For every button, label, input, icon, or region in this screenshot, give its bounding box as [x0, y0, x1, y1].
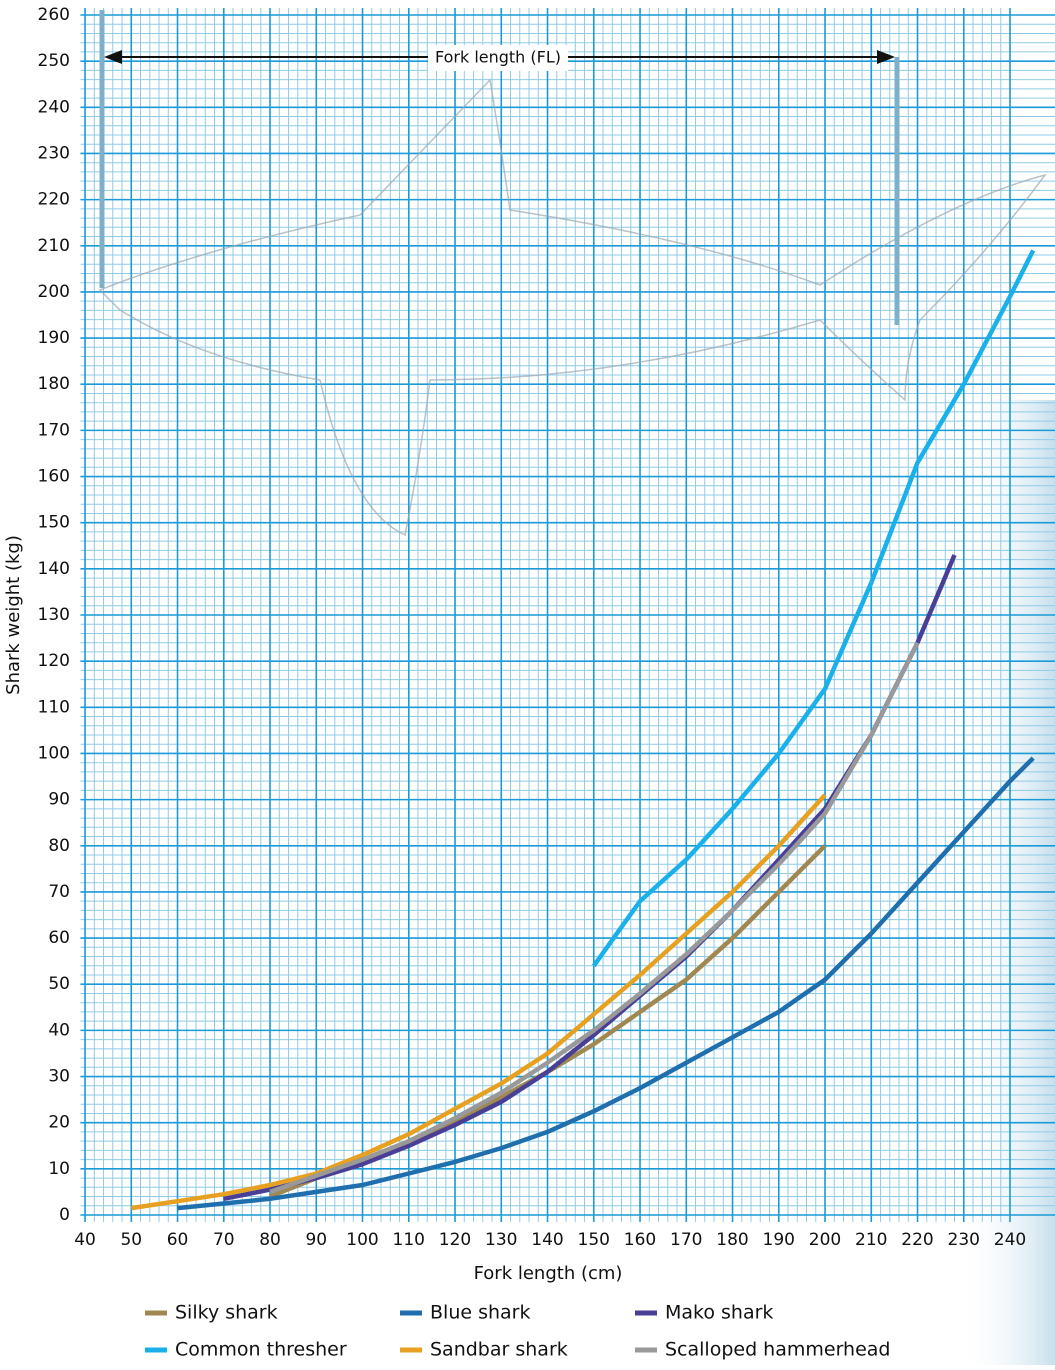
x-tick-label: 170 [670, 1230, 702, 1250]
y-tick-label: 80 [48, 836, 70, 856]
annotation-box [428, 45, 568, 71]
x-tick-label: 150 [578, 1230, 610, 1250]
x-tick-label: 110 [393, 1230, 425, 1250]
annotation: Fork length (FL) [435, 48, 561, 67]
y-tick-label: 30 [48, 1067, 70, 1087]
y-tick-label: 240 [38, 97, 70, 117]
series-line [591, 249, 1036, 968]
y-tick-label: 190 [38, 328, 70, 348]
series-line [177, 756, 1035, 1211]
y-tick-label: 140 [38, 559, 70, 579]
x-tick-label: 180 [716, 1230, 748, 1250]
legend-label: Silky shark [175, 1302, 278, 1324]
x-tick-label: 50 [120, 1230, 142, 1250]
y-tick-label: 180 [38, 374, 70, 394]
x-tick-label: 60 [167, 1230, 189, 1250]
y-tick-label: 230 [38, 143, 70, 163]
y-tick-label: 60 [48, 928, 70, 948]
x-tick-label: 40 [74, 1230, 96, 1250]
y-tick-label: 170 [38, 420, 70, 440]
legend-label: Mako shark [665, 1302, 773, 1324]
y-tick-label: 210 [38, 236, 70, 256]
legend-label: Blue shark [430, 1302, 530, 1324]
series-line [130, 793, 827, 1211]
grid [80, 8, 1055, 1222]
x-tick-label: 130 [485, 1230, 517, 1250]
x-tick-label: 190 [763, 1230, 795, 1250]
x-tick-label: 200 [809, 1230, 841, 1250]
legend-label: Scalloped hammerhead [665, 1339, 891, 1361]
y-tick-label: 150 [38, 513, 70, 533]
y-tick-label: 90 [48, 790, 70, 810]
y-tick-label: 50 [48, 974, 70, 994]
y-tick-label: 70 [48, 882, 70, 902]
shark-illustration [98, 78, 1047, 537]
y-tick-label: 160 [38, 467, 70, 487]
y-tick-label: 250 [38, 51, 70, 71]
y-tick-label: 0 [59, 1205, 70, 1225]
legend-label: Common thresher [175, 1339, 347, 1361]
x-tick-label: 140 [531, 1230, 563, 1250]
y-tick-label: 20 [48, 1113, 70, 1133]
x-axis-title: Fork length (cm) [474, 1263, 623, 1284]
y-tick-label: 120 [38, 651, 70, 671]
x-tick-label: 70 [213, 1230, 235, 1250]
x-tick-label: 230 [948, 1230, 980, 1250]
y-tick-label: 260 [38, 5, 70, 25]
y-tick-label: 130 [38, 605, 70, 625]
x-tick-label: 120 [439, 1230, 471, 1250]
y-tick-label: 40 [48, 1020, 70, 1040]
legend-label: Sandbar shark [430, 1339, 568, 1361]
y-tick-label: 100 [38, 743, 70, 763]
y-tick-label: 220 [38, 190, 70, 210]
x-tick-label: 80 [259, 1230, 281, 1250]
x-tick-label: 240 [994, 1230, 1026, 1250]
x-tick-label: 90 [305, 1230, 327, 1250]
x-tick-label: 210 [855, 1230, 887, 1250]
x-tick-label: 100 [346, 1230, 378, 1250]
y-tick-label: 110 [38, 697, 70, 717]
y-tick-label: 10 [48, 1159, 70, 1179]
x-tick-label: 160 [624, 1230, 656, 1250]
y-axis-title: Shark weight (kg) [3, 535, 24, 695]
y-tick-label: 200 [38, 282, 70, 302]
x-tick-label: 220 [901, 1230, 933, 1250]
series-line [269, 641, 920, 1195]
